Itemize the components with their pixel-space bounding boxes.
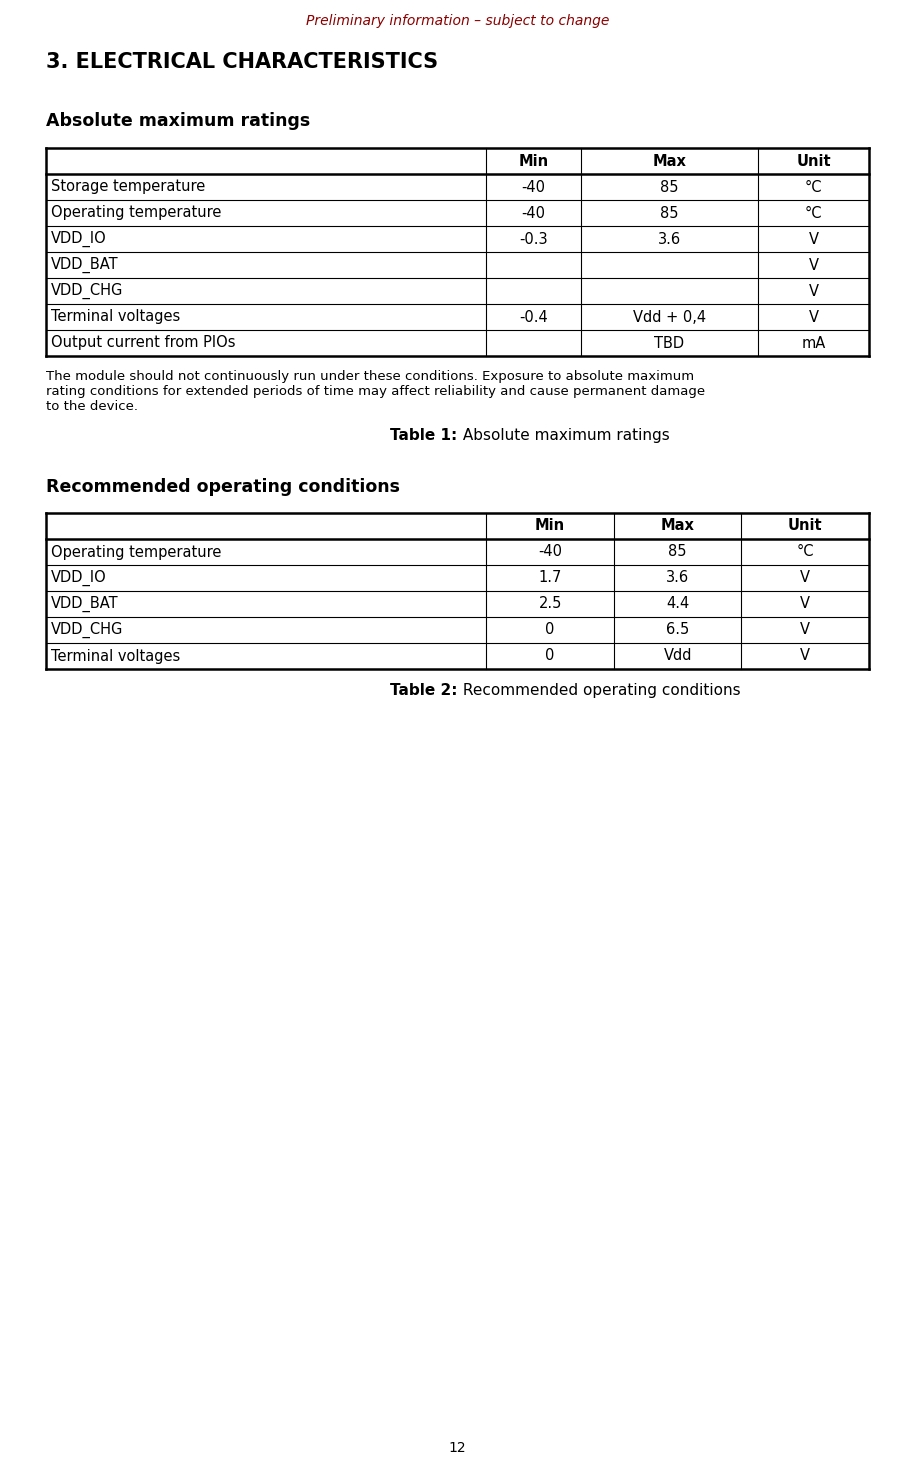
Text: 3. ELECTRICAL CHARACTERISTICS: 3. ELECTRICAL CHARACTERISTICS — [46, 52, 438, 72]
Text: 85: 85 — [668, 544, 687, 559]
Text: Preliminary information – subject to change: Preliminary information – subject to cha… — [306, 13, 609, 28]
Text: Vdd + 0,4: Vdd + 0,4 — [633, 309, 706, 324]
Text: Recommended operating conditions: Recommended operating conditions — [458, 683, 740, 698]
Text: Operating temperature: Operating temperature — [51, 544, 221, 559]
Text: V: V — [809, 309, 818, 324]
Text: Operating temperature: Operating temperature — [51, 206, 221, 220]
Text: TBD: TBD — [654, 336, 684, 351]
Text: The module should not continuously run under these conditions. Exposure to absol: The module should not continuously run u… — [46, 370, 705, 413]
Text: Max: Max — [652, 154, 686, 169]
Text: Table 2:: Table 2: — [390, 683, 458, 698]
Text: VDD_CHG: VDD_CHG — [51, 282, 124, 299]
Text: 3.6: 3.6 — [666, 571, 689, 586]
Text: 85: 85 — [661, 206, 679, 220]
Text: VDD_IO: VDD_IO — [51, 231, 107, 247]
Text: °C: °C — [796, 544, 814, 559]
Text: V: V — [801, 596, 810, 611]
Text: -40: -40 — [522, 206, 545, 220]
Text: Unit: Unit — [796, 154, 831, 169]
Text: °C: °C — [804, 206, 823, 220]
Text: -40: -40 — [538, 544, 562, 559]
Text: 0: 0 — [545, 623, 554, 637]
Text: VDD_BAT: VDD_BAT — [51, 257, 119, 274]
Text: 6.5: 6.5 — [666, 623, 689, 637]
Text: 12: 12 — [448, 1441, 467, 1455]
Text: Min: Min — [535, 519, 565, 534]
Text: V: V — [801, 623, 810, 637]
Text: Output current from PIOs: Output current from PIOs — [51, 336, 235, 351]
Text: Terminal voltages: Terminal voltages — [51, 648, 180, 664]
Text: VDD_IO: VDD_IO — [51, 569, 107, 586]
Text: V: V — [801, 648, 810, 664]
Text: Storage temperature: Storage temperature — [51, 179, 205, 195]
Text: Terminal voltages: Terminal voltages — [51, 309, 180, 324]
Text: 4.4: 4.4 — [666, 596, 689, 611]
Text: V: V — [809, 284, 818, 299]
Text: Unit: Unit — [788, 519, 823, 534]
Text: mA: mA — [802, 336, 825, 351]
Text: Absolute maximum ratings: Absolute maximum ratings — [46, 112, 310, 130]
Text: V: V — [809, 257, 818, 272]
Text: V: V — [809, 232, 818, 247]
Text: 0: 0 — [545, 648, 554, 664]
Text: °C: °C — [804, 179, 823, 195]
Text: V: V — [801, 571, 810, 586]
Text: Vdd: Vdd — [663, 648, 692, 664]
Text: -0.3: -0.3 — [520, 232, 548, 247]
Text: VDD_BAT: VDD_BAT — [51, 596, 119, 612]
Text: Absolute maximum ratings: Absolute maximum ratings — [458, 427, 669, 444]
Text: -0.4: -0.4 — [519, 309, 548, 324]
Text: 3.6: 3.6 — [658, 232, 681, 247]
Text: 1.7: 1.7 — [538, 571, 562, 586]
Text: Max: Max — [661, 519, 694, 534]
Text: 85: 85 — [661, 179, 679, 195]
Text: 2.5: 2.5 — [538, 596, 562, 611]
Text: -40: -40 — [522, 179, 545, 195]
Text: Min: Min — [519, 154, 549, 169]
Text: Recommended operating conditions: Recommended operating conditions — [46, 478, 400, 495]
Text: Table 1:: Table 1: — [391, 427, 458, 444]
Text: VDD_CHG: VDD_CHG — [51, 621, 124, 637]
